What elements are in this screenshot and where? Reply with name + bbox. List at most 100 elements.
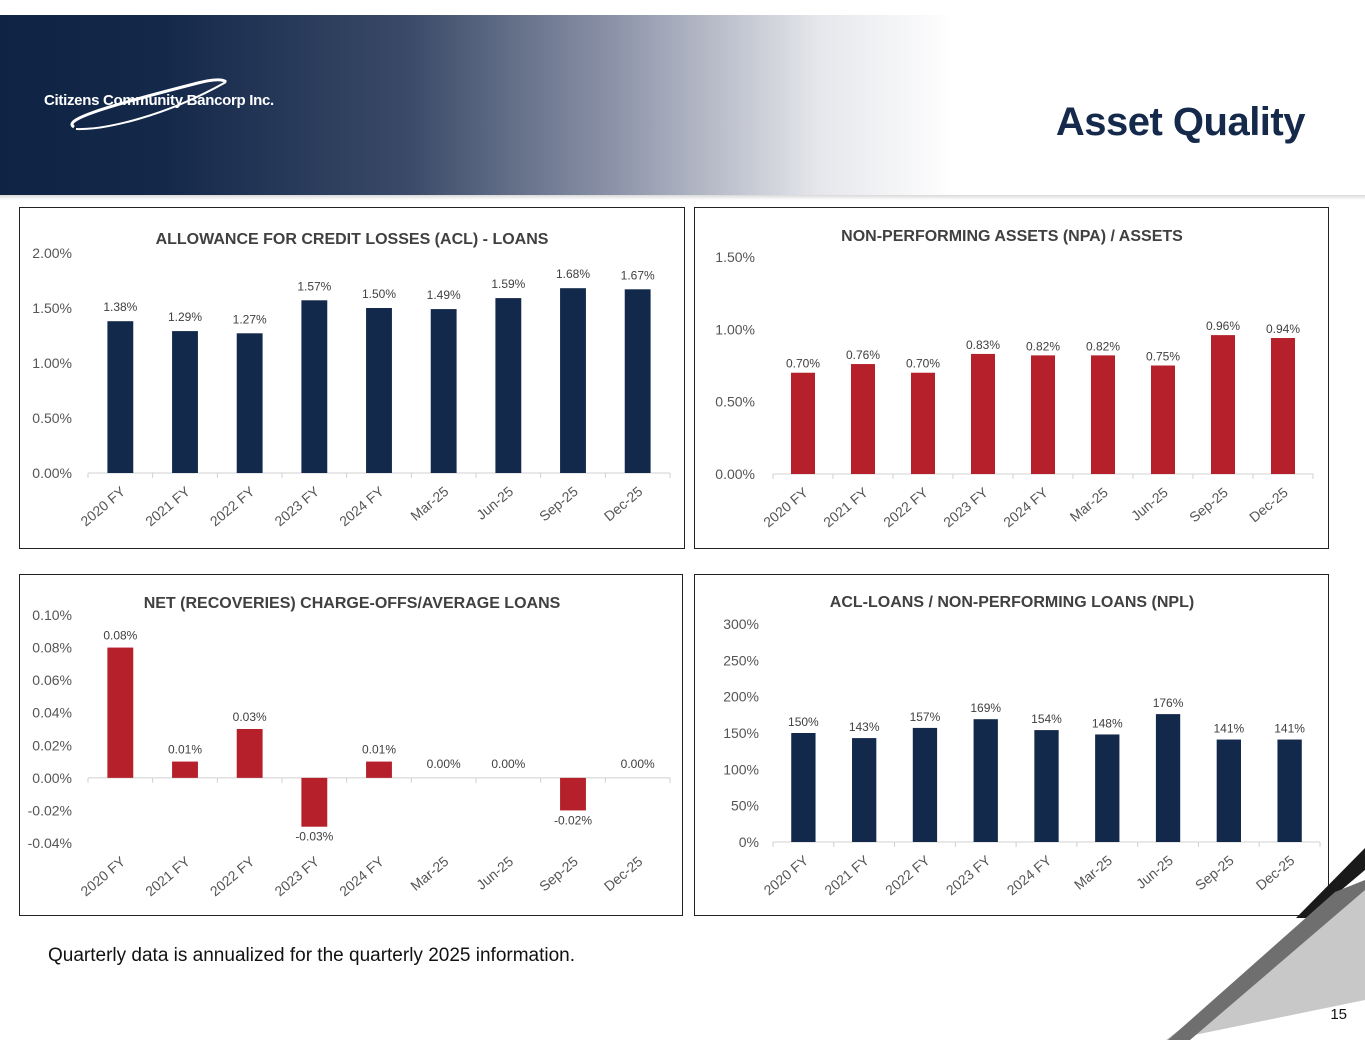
y-tick-label: 0.02% — [32, 737, 72, 753]
x-tick-label: 2020 FY — [77, 483, 128, 530]
data-label: 1.50% — [362, 287, 396, 301]
data-label: 1.59% — [491, 277, 525, 291]
bar — [1034, 730, 1059, 842]
npa-chart: NON-PERFORMING ASSETS (NPA) / ASSETS 0.00… — [715, 228, 1314, 531]
data-label: 0.76% — [846, 348, 880, 362]
bar — [560, 288, 586, 473]
x-tick-label: 2022 FY — [207, 853, 258, 900]
data-label: 150% — [788, 715, 819, 729]
y-tick-label: 200% — [723, 689, 759, 705]
y-tick-label: 0.50% — [715, 394, 755, 410]
data-label: 0.00% — [427, 757, 461, 771]
bar — [366, 308, 392, 473]
y-tick-label: 0% — [739, 834, 759, 850]
bar — [1031, 355, 1055, 474]
y-tick-label: 0.10% — [32, 607, 72, 623]
y-tick-label: 1.50% — [715, 249, 755, 265]
data-label: 1.27% — [233, 312, 267, 326]
data-label: 0.82% — [1086, 339, 1120, 353]
data-label: 148% — [1092, 716, 1123, 730]
x-tick-label: Dec-25 — [1246, 484, 1291, 525]
x-tick-label: Sep-25 — [1186, 484, 1231, 525]
x-tick-label: 2020 FY — [760, 852, 811, 899]
x-tick-label: Sep-25 — [536, 853, 581, 894]
y-tick-label: 1.00% — [32, 355, 72, 371]
x-tick-label: 2022 FY — [207, 483, 258, 530]
bar — [851, 364, 875, 474]
data-label: 0.94% — [1266, 322, 1300, 336]
data-label: -0.02% — [554, 813, 592, 827]
x-tick-label: 2023 FY — [271, 853, 322, 900]
bar — [107, 321, 134, 473]
bar — [791, 733, 816, 842]
bar — [912, 727, 938, 842]
data-label: 0.01% — [168, 743, 202, 757]
bar — [495, 298, 522, 473]
acl-chart-panel: ALLOWANCE FOR CREDIT LOSSES (ACL) - LOAN… — [19, 207, 685, 549]
data-label: 1.68% — [556, 267, 590, 281]
y-tick-label: 0.04% — [32, 705, 72, 721]
data-label: 0.96% — [1206, 319, 1240, 333]
x-tick-label: Mar-25 — [407, 853, 451, 894]
x-tick-label: Sep-25 — [536, 483, 581, 524]
bar — [1095, 734, 1120, 842]
logo-text: Citizens Community Bancorp Inc. — [44, 92, 274, 109]
data-label: 0.75% — [1146, 350, 1180, 364]
y-tick-label: -0.04% — [28, 835, 72, 851]
y-tick-label: 1.50% — [32, 300, 72, 316]
data-label: 0.82% — [1026, 339, 1060, 353]
y-tick-label: 1.00% — [715, 321, 755, 337]
y-tick-label: 300% — [723, 616, 759, 632]
data-label: 0.00% — [491, 757, 525, 771]
x-tick-label: 2021 FY — [142, 483, 193, 530]
npa-chart-panel: NON-PERFORMING ASSETS (NPA) / ASSETS 0.00… — [694, 207, 1329, 549]
x-tick-label: 2023 FY — [940, 484, 991, 531]
bar — [1277, 739, 1302, 842]
x-tick-label: 2021 FY — [142, 853, 193, 900]
bar — [430, 309, 457, 473]
bar — [911, 372, 935, 474]
data-label: 157% — [910, 710, 941, 724]
bar — [172, 331, 198, 473]
chart-title: ALLOWANCE FOR CREDIT LOSSES (ACL) - LOAN… — [156, 231, 549, 248]
bar — [236, 729, 263, 778]
y-tick-label: 2.00% — [32, 245, 72, 261]
data-label: 169% — [970, 701, 1001, 715]
y-tick-label: 0.08% — [32, 640, 72, 656]
bar — [1216, 739, 1241, 842]
y-tick-label: 0.06% — [32, 672, 72, 688]
y-tick-label: 250% — [723, 652, 759, 668]
bar — [301, 300, 328, 473]
bar — [1155, 714, 1181, 842]
x-tick-label: Jun-25 — [473, 853, 516, 893]
y-tick-label: 0.00% — [32, 770, 72, 786]
x-tick-label: 2024 FY — [336, 483, 387, 530]
bar — [852, 738, 877, 842]
header-band — [0, 15, 1365, 195]
header-shadow — [0, 195, 1365, 200]
x-tick-label: Sep-25 — [1192, 852, 1237, 893]
data-label: 0.83% — [966, 338, 1000, 352]
data-label: 0.00% — [621, 757, 655, 771]
x-tick-label: Dec-25 — [601, 483, 646, 524]
data-label: 176% — [1153, 696, 1184, 710]
x-tick-label: 2022 FY — [880, 484, 931, 531]
y-tick-label: 0.00% — [32, 465, 72, 481]
x-tick-label: Mar-25 — [1071, 852, 1115, 893]
chart-title: NET (RECOVERIES) CHARGE-OFFS/AVERAGE LOA… — [144, 595, 561, 612]
x-tick-label: 2021 FY — [820, 484, 871, 531]
bar — [560, 777, 586, 811]
y-tick-label: 0.00% — [715, 466, 755, 482]
data-label: 0.08% — [103, 629, 137, 643]
bar — [1271, 338, 1295, 474]
data-label: -0.03% — [295, 830, 333, 844]
data-label: 141% — [1213, 722, 1244, 736]
page-title: Asset Quality — [1055, 100, 1306, 144]
x-tick-label: 2021 FY — [821, 852, 872, 899]
chart-title: NON-PERFORMING ASSETS (NPA) / ASSETS — [841, 228, 1183, 245]
footnote: Quarterly data is annualized for the qua… — [48, 945, 576, 966]
data-label: 143% — [849, 720, 880, 734]
npl-chart-panel: ACL-LOANS / NON-PERFORMING LOANS (NPL) 0%… — [694, 574, 1329, 916]
nco-chart-panel: NET (RECOVERIES) CHARGE-OFFS/AVERAGE LOA… — [19, 574, 683, 916]
bar — [624, 289, 651, 473]
